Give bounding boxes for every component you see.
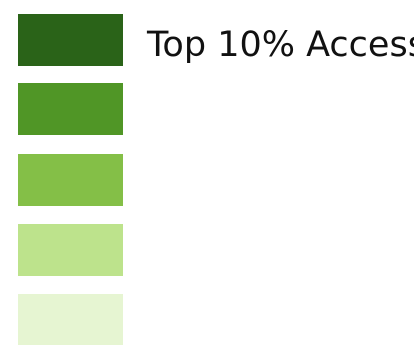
- legend-swatch-3: [18, 154, 123, 206]
- legend-swatch-2: [18, 83, 123, 135]
- legend-label-top-10-access: Top 10% Access: [147, 25, 414, 65]
- legend-swatch-5: [18, 294, 123, 345]
- legend-swatch-4: [18, 224, 123, 276]
- legend-swatch-1: [18, 14, 123, 66]
